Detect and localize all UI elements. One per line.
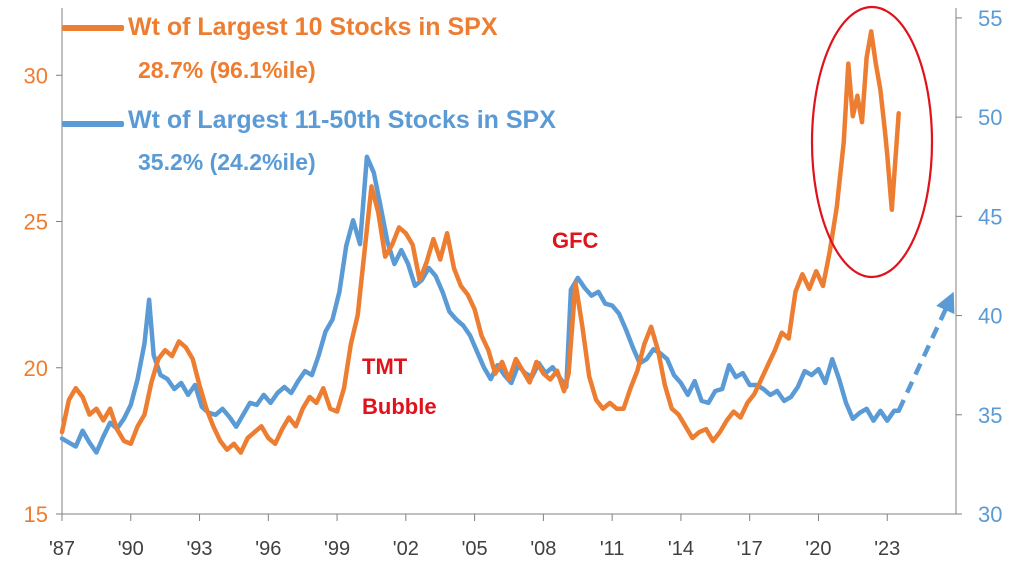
left-tick-label: 25: [24, 210, 48, 235]
right-tick-label: 35: [978, 403, 1002, 428]
x-tick-label: '14: [668, 538, 694, 560]
left-axis: 15 20 25 30: [24, 8, 63, 527]
legend-swatch-largest-11-50: [62, 121, 124, 127]
right-tick-label: 30: [978, 502, 1002, 527]
legend-swatch-largest-10: [62, 25, 124, 31]
x-tick-label: '99: [324, 538, 350, 560]
x-axis: '87 '90 '93 '96 '99 '02 '05 '08 '11 '14 '17 '20 '23: [49, 513, 956, 560]
annotation-bubble: Bubble: [362, 394, 437, 419]
series-line-largest-10: [59, 29, 901, 455]
annotation-gfc: GFC: [552, 228, 599, 253]
projection-dashed-line: [896, 305, 950, 412]
projection-arrowhead: [936, 291, 955, 315]
x-tick-label: '08: [530, 538, 556, 560]
x-tick-label: '20: [805, 538, 831, 560]
x-tick-label: '05: [462, 538, 488, 560]
right-tick-label: 40: [978, 304, 1002, 329]
legend-value-largest-11-50: 35.2% (24.2%ile): [138, 149, 316, 175]
x-tick-label: '93: [186, 538, 212, 560]
x-tick-label: '02: [393, 538, 419, 560]
series-layer: [59, 29, 955, 455]
x-tick-label: '11: [600, 538, 625, 560]
legend-label-largest-10: Wt of Largest 10 Stocks in SPX: [128, 13, 498, 41]
x-tick-label: '23: [874, 538, 900, 560]
right-tick-label: 50: [978, 105, 1002, 130]
x-tick-label: '87: [49, 538, 75, 560]
left-tick-label: 30: [24, 63, 48, 88]
right-tick-label: 45: [978, 204, 1002, 229]
legend-value-largest-10: 28.7% (96.1%ile): [138, 57, 316, 83]
left-tick-label: 20: [24, 356, 48, 381]
x-tick-label: '90: [118, 538, 144, 560]
x-tick-label: '17: [737, 538, 763, 560]
annotation-tmt: TMT: [362, 354, 408, 379]
series-line-largest-11-50: [59, 154, 901, 455]
left-tick-label: 15: [24, 502, 48, 527]
right-axis: 30 35 40 45 50 55: [955, 6, 1002, 527]
legend-label-largest-11-50: Wt of Largest 11-50th Stocks in SPX: [128, 106, 556, 134]
x-tick-label: '96: [255, 538, 281, 560]
right-tick-label: 55: [978, 6, 1002, 31]
highlight-circle: [810, 5, 934, 279]
